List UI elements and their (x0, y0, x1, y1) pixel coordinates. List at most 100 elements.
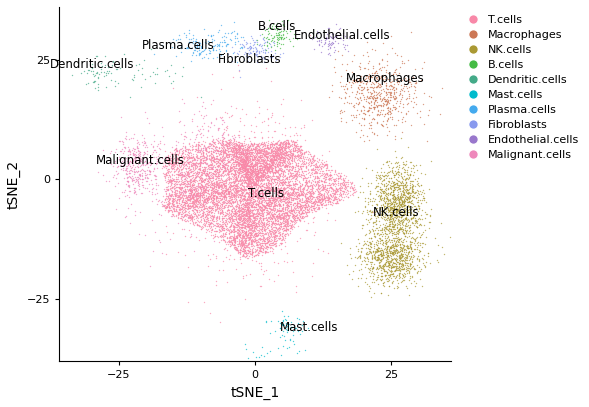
Point (379, 187, 389, 194)
Point (270, 144, 280, 151)
Point (279, 185, 288, 191)
Point (248, 42, 257, 48)
Point (287, 156, 296, 163)
Point (257, 224, 267, 231)
Point (273, 167, 282, 173)
Point (203, 180, 213, 186)
Point (250, 193, 259, 200)
Point (240, 186, 249, 193)
Point (267, 175, 276, 182)
Point (323, 196, 333, 203)
Point (158, 163, 167, 170)
Point (164, 165, 173, 172)
Point (298, 201, 307, 208)
Point (218, 225, 227, 231)
Point (269, 147, 279, 153)
Point (264, 162, 273, 169)
Point (250, 161, 260, 167)
Point (163, 169, 172, 175)
Point (287, 173, 296, 179)
Point (309, 158, 319, 164)
Point (161, 190, 170, 196)
Point (257, 140, 267, 147)
Point (298, 187, 307, 193)
Point (204, 144, 214, 151)
Point (392, 79, 401, 85)
Point (231, 174, 241, 181)
Point (183, 45, 193, 51)
Point (233, 188, 242, 195)
Point (169, 202, 178, 209)
Point (145, 263, 155, 270)
Point (320, 177, 329, 183)
Point (383, 222, 392, 229)
Point (174, 162, 184, 169)
Point (376, 175, 386, 182)
Point (178, 179, 188, 186)
Point (235, 168, 244, 175)
Point (168, 212, 178, 218)
Point (412, 188, 421, 195)
Point (288, 186, 297, 193)
Point (190, 219, 199, 226)
Point (182, 177, 191, 184)
Point (288, 197, 297, 204)
Point (216, 149, 226, 155)
Point (207, 182, 217, 189)
Point (193, 184, 202, 190)
Point (262, 187, 272, 193)
Point (254, 150, 264, 157)
Point (180, 205, 190, 211)
Point (233, 172, 243, 178)
Point (267, 147, 276, 154)
Point (388, 256, 397, 262)
Point (233, 222, 243, 229)
Point (231, 208, 240, 214)
Point (203, 184, 212, 190)
Point (217, 208, 227, 215)
Point (359, 189, 368, 196)
Point (216, 210, 225, 217)
Point (221, 186, 231, 193)
Point (283, 183, 293, 190)
Point (286, 142, 296, 148)
Point (265, 228, 274, 234)
Point (274, 152, 283, 158)
Point (199, 299, 209, 305)
Point (276, 216, 285, 223)
Point (274, 152, 283, 158)
Point (393, 192, 402, 198)
Point (188, 169, 197, 176)
Point (401, 177, 410, 184)
Point (248, 201, 257, 208)
Point (119, 156, 128, 163)
Point (227, 29, 237, 35)
Point (380, 216, 389, 223)
Point (224, 137, 234, 143)
Point (252, 161, 262, 167)
Point (177, 199, 187, 205)
Point (276, 202, 285, 208)
Point (258, 245, 267, 251)
Point (302, 207, 311, 214)
Point (241, 244, 251, 251)
Point (398, 221, 407, 227)
Point (241, 180, 251, 186)
Point (227, 200, 236, 207)
Point (279, 321, 288, 328)
Point (396, 208, 405, 215)
Point (264, 203, 274, 210)
Point (297, 191, 307, 198)
Point (230, 147, 240, 153)
Point (246, 249, 255, 256)
Point (274, 215, 283, 222)
Point (230, 57, 240, 63)
Point (256, 225, 266, 232)
Point (258, 189, 267, 196)
Point (224, 215, 233, 221)
Point (399, 277, 408, 284)
Point (217, 204, 227, 211)
Point (106, 155, 115, 162)
Point (246, 234, 255, 241)
Point (249, 217, 259, 223)
